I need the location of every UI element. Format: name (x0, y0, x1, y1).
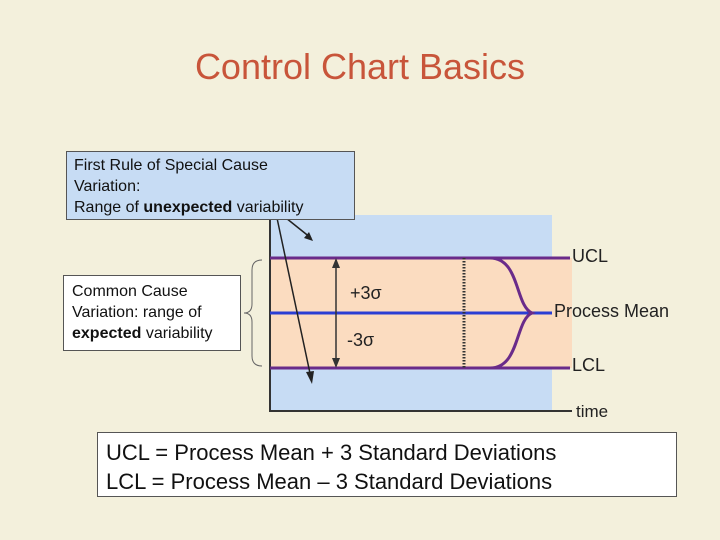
common-line-2: Variation: range of (72, 304, 202, 321)
rule-pointer-head-lower (306, 371, 314, 384)
normal-distribution-curve (489, 256, 536, 370)
formula-box: UCL = Process Mean + 3 Standard Deviatio… (97, 432, 677, 497)
lcl-label: LCL (572, 355, 606, 375)
lcl-formula: LCL = Process Mean – 3 Standard Deviatio… (106, 469, 553, 494)
rule-line-2: Variation: (74, 178, 141, 195)
ucl-label: UCL (572, 246, 609, 266)
rule-line-1: First Rule of Special Cause (74, 157, 268, 174)
rule-pointer-head-upper (304, 232, 313, 241)
sigma-arrow-head-up (332, 258, 340, 268)
ucl-formula: UCL = Process Mean + 3 Standard Deviatio… (106, 440, 557, 465)
rule-line-3: Range of unexpected variability (74, 199, 304, 216)
process-mean-label: Process Mean (554, 301, 670, 321)
control-band-extension (552, 258, 572, 368)
special-cause-rule-box: First Rule of Special Cause Variation: R… (66, 151, 355, 220)
common-line-1: Common Cause (72, 283, 188, 300)
slide-title: Control Chart Basics (194, 46, 526, 87)
minus-three-sigma-label: -3σ (347, 330, 375, 350)
time-axis-label: time (576, 402, 609, 421)
common-cause-brace (243, 259, 263, 367)
plus-three-sigma-label: +3σ (350, 283, 382, 303)
sigma-arrow-head-down (332, 358, 340, 368)
common-cause-box: Common Cause Variation: range of expecte… (63, 275, 241, 351)
rule-pointer-line-lower (276, 217, 312, 379)
common-line-3: expected variability (72, 325, 213, 342)
